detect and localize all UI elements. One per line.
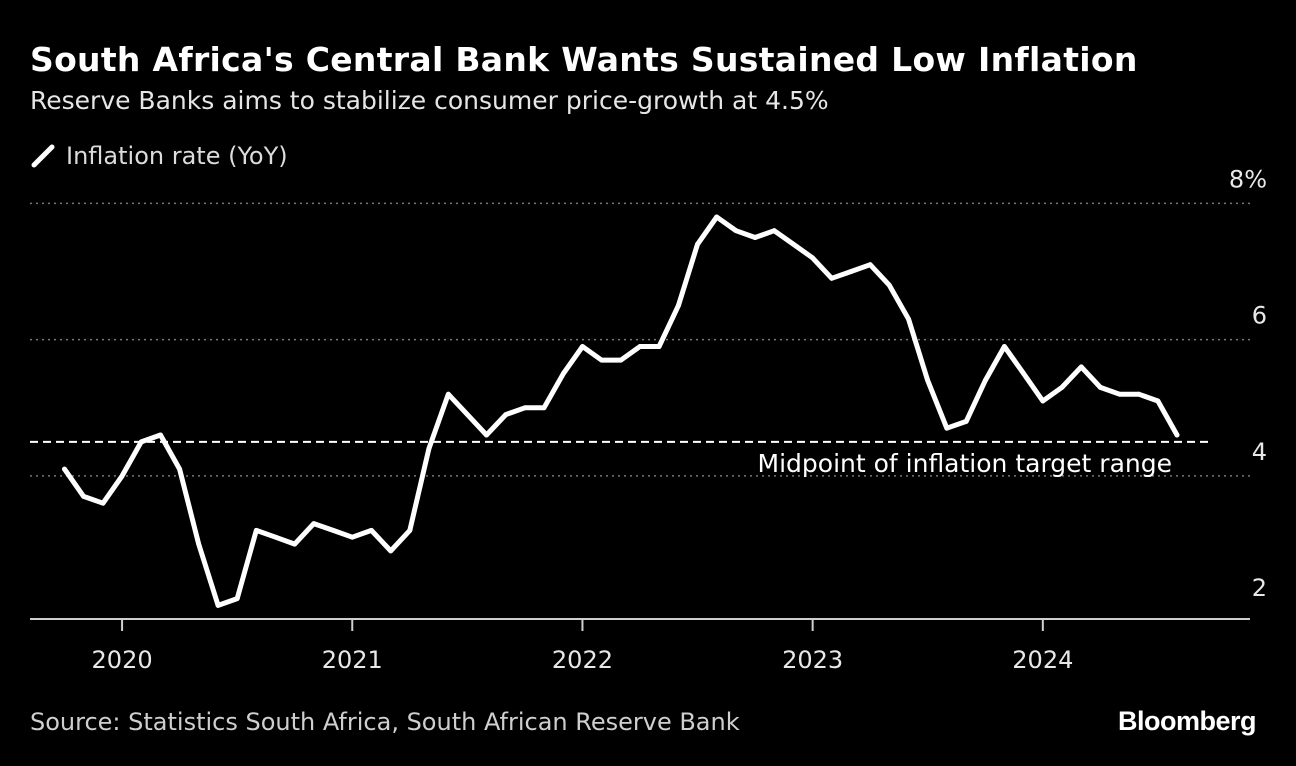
data-point xyxy=(848,269,854,274)
source-note: Source: Statistics South Africa, South A… xyxy=(30,708,740,736)
data-point xyxy=(676,303,681,308)
data-point xyxy=(1078,364,1084,370)
data-point xyxy=(1098,385,1103,390)
data-point xyxy=(925,378,931,383)
data-point xyxy=(503,412,509,417)
x-tick-label-2023: 2023 xyxy=(782,646,843,674)
data-point xyxy=(100,500,106,506)
y-tick-label-2: 2 xyxy=(1252,574,1267,602)
chart-title: South Africa's Central Bank Wants Sustai… xyxy=(30,40,1138,79)
data-point xyxy=(1155,398,1161,404)
data-point xyxy=(695,241,700,247)
data-point xyxy=(618,357,624,363)
data-point xyxy=(1174,432,1180,438)
data-point xyxy=(1021,371,1027,377)
data-point xyxy=(1002,344,1007,349)
grid-lines xyxy=(30,202,1250,477)
data-point xyxy=(580,344,585,349)
reference-layer: Midpoint of inflation target range xyxy=(30,440,1210,478)
data-point xyxy=(1040,398,1046,404)
data-point xyxy=(906,316,911,322)
data-point xyxy=(273,534,278,540)
data-point xyxy=(426,446,432,452)
data-point xyxy=(714,214,720,220)
data-point xyxy=(829,275,835,281)
data-point xyxy=(81,494,86,499)
data-point xyxy=(560,371,566,377)
data-point xyxy=(752,235,758,240)
data-point xyxy=(1117,391,1122,397)
y-axis-ticks: 8% 6 4 2 xyxy=(1229,165,1267,602)
data-point xyxy=(982,378,988,383)
data-point xyxy=(886,282,892,288)
data-point xyxy=(944,425,950,431)
data-point xyxy=(963,419,969,424)
data-point xyxy=(234,596,240,601)
series-line-inflation-rate xyxy=(62,214,1180,608)
data-point xyxy=(138,439,144,445)
data-point xyxy=(253,528,259,533)
y-tick-label-6: 6 xyxy=(1252,302,1267,330)
data-point xyxy=(215,603,221,608)
data-point xyxy=(196,541,202,547)
data-point xyxy=(656,344,662,349)
x-tick-label-2022: 2022 xyxy=(552,646,613,674)
data-point xyxy=(637,344,643,349)
y-tick-label-8: 8% xyxy=(1229,165,1267,193)
data-point xyxy=(771,228,777,234)
x-tick-label-2020: 2020 xyxy=(92,646,153,674)
series-layer xyxy=(62,214,1180,608)
x-axis-ticks: 2020 2021 2022 2023 2024 xyxy=(92,619,1073,674)
target-midpoint-label: Midpoint of inflation target range xyxy=(758,449,1172,478)
data-point xyxy=(1059,385,1065,390)
data-point xyxy=(599,357,604,363)
data-point xyxy=(484,432,489,438)
data-point xyxy=(177,466,183,472)
data-point xyxy=(522,405,528,411)
data-point xyxy=(407,528,413,533)
data-point xyxy=(292,541,298,547)
legend-label: Inflation rate (YoY) xyxy=(66,142,288,170)
x-tick-label-2024: 2024 xyxy=(1012,646,1073,674)
data-point xyxy=(541,405,547,411)
data-point xyxy=(119,473,125,479)
legend-line-icon xyxy=(31,144,55,168)
data-point xyxy=(388,548,394,554)
data-point xyxy=(810,255,815,261)
bloomberg-logo: Bloomberg xyxy=(1117,706,1257,736)
data-point xyxy=(62,466,67,472)
data-point xyxy=(733,228,739,234)
data-point xyxy=(445,391,451,397)
chart-subtitle: Reserve Banks aims to stabilize consumer… xyxy=(30,86,829,115)
data-point xyxy=(1136,391,1142,397)
data-point xyxy=(330,528,336,533)
x-tick-label-2021: 2021 xyxy=(322,646,383,674)
data-point xyxy=(465,412,470,417)
y-tick-label-4: 4 xyxy=(1252,438,1267,466)
data-point xyxy=(311,521,317,526)
data-point xyxy=(867,262,873,268)
data-point xyxy=(369,528,374,533)
data-point xyxy=(349,534,355,540)
data-point xyxy=(158,432,163,438)
legend: Inflation rate (YoY) xyxy=(30,142,288,170)
data-point xyxy=(791,241,796,247)
